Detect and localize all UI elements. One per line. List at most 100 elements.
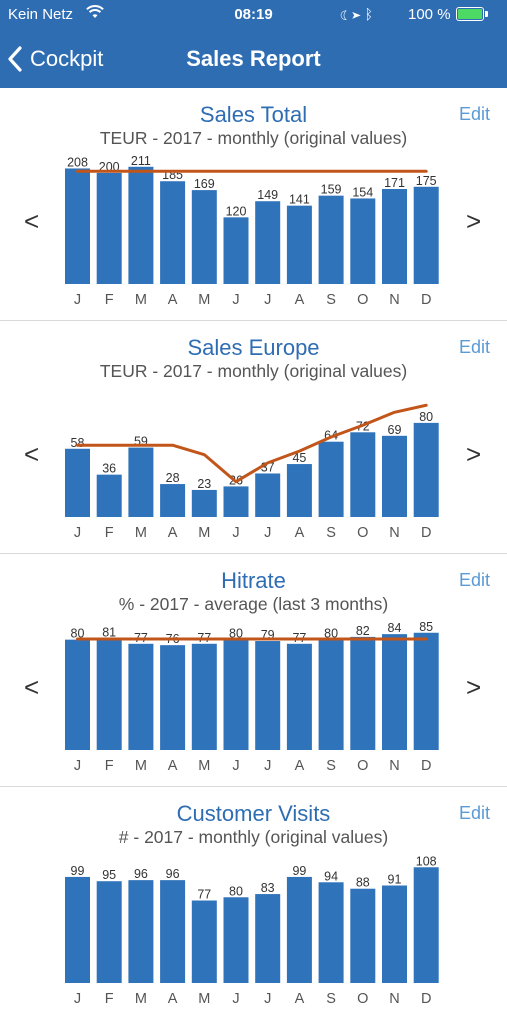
- category-label: S: [326, 525, 336, 541]
- bar-5: [223, 217, 249, 284]
- category-label: N: [389, 292, 399, 308]
- customer-visits-chart: 99 J 95 F 96 M 96 A 77 M 80 J 83 J 99 A 94 S 88 O 91 N 108 D: [65, 854, 439, 1007]
- data-label: 80: [229, 884, 243, 898]
- category-label: N: [389, 991, 399, 1007]
- category-label: S: [326, 991, 336, 1007]
- bar-8: [318, 882, 344, 983]
- bar-6: [255, 641, 281, 750]
- bar-0: [65, 876, 90, 983]
- category-label: M: [135, 758, 147, 774]
- category-label: A: [168, 758, 178, 774]
- category-label: J: [74, 991, 81, 1007]
- edit-button[interactable]: Edit: [458, 570, 490, 590]
- category-label: F: [105, 292, 114, 308]
- previous-arrow-icon[interactable]: <: [24, 439, 40, 469]
- next-arrow-icon[interactable]: >: [466, 206, 482, 236]
- category-label: M: [198, 525, 210, 541]
- data-label: 80: [324, 627, 338, 641]
- bar-3: [160, 181, 186, 284]
- category-label: S: [326, 292, 336, 308]
- bar-4: [191, 489, 217, 517]
- next-arrow-icon[interactable]: >: [466, 672, 482, 702]
- bar-0: [65, 168, 90, 284]
- section-subtitle: TEUR - 2017 - monthly (original values): [99, 128, 408, 148]
- category-label: J: [74, 758, 81, 774]
- bar-9: [350, 636, 376, 750]
- trend-line: [76, 403, 428, 484]
- bar-8: [318, 195, 344, 284]
- section-subtitle: # - 2017 - monthly (original values): [118, 827, 389, 847]
- category-label: J: [74, 525, 81, 541]
- data-label: 69: [388, 423, 402, 437]
- data-label: 58: [71, 436, 85, 450]
- back-button[interactable]: Cockpit: [8, 42, 103, 76]
- data-label: 80: [229, 627, 243, 641]
- bar-2: [128, 447, 154, 517]
- next-arrow-icon[interactable]: >: [466, 439, 482, 469]
- category-label: O: [357, 525, 368, 541]
- category-label: M: [198, 292, 210, 308]
- previous-arrow-icon[interactable]: <: [24, 206, 40, 236]
- category-label: A: [168, 525, 178, 541]
- bar-11: [413, 632, 439, 750]
- battery-percent: 100 %: [408, 6, 451, 23]
- category-label: J: [264, 525, 271, 541]
- bar-4: [191, 643, 217, 750]
- page-title: Sales Report: [186, 46, 321, 71]
- category-label: F: [105, 758, 114, 774]
- bar-7: [286, 464, 312, 517]
- category-label: A: [295, 758, 305, 774]
- section-title: Sales Europe: [187, 335, 320, 360]
- bar-9: [350, 198, 376, 284]
- data-label: 84: [388, 621, 402, 635]
- data-label: 108: [416, 854, 437, 868]
- bar-2: [128, 166, 154, 284]
- data-label: 28: [166, 471, 180, 485]
- category-label: A: [168, 991, 178, 1007]
- previous-arrow-icon[interactable]: <: [24, 672, 40, 702]
- bar-10: [382, 189, 407, 284]
- bar-9: [350, 432, 376, 517]
- bar-7: [286, 205, 312, 284]
- data-label: 175: [416, 174, 437, 188]
- data-label: 96: [134, 867, 148, 881]
- bar-6: [255, 894, 281, 983]
- category-label: D: [421, 525, 431, 541]
- category-label: J: [232, 758, 239, 774]
- status-time: 08:19: [234, 6, 273, 23]
- section-subtitle: % - 2017 - average (last 3 months): [118, 594, 389, 614]
- bar-10: [382, 885, 407, 983]
- data-label: 82: [356, 624, 370, 638]
- bar-4: [191, 900, 217, 983]
- sales-total-section: Sales Total TEUR - 2017 - monthly (origi…: [0, 88, 507, 321]
- status-icons: ☾ ➤ ᛒ: [340, 6, 373, 22]
- bar-1: [96, 881, 122, 983]
- bar-5: [223, 897, 249, 983]
- wifi-icon: [86, 4, 104, 24]
- category-label: D: [421, 292, 431, 308]
- edit-button[interactable]: Edit: [458, 803, 490, 823]
- edit-button[interactable]: Edit: [458, 337, 490, 357]
- data-label: 208: [67, 155, 88, 169]
- category-label: D: [421, 758, 431, 774]
- section-title: Sales Total: [199, 102, 308, 127]
- bar-2: [128, 880, 154, 983]
- bar-6: [255, 201, 281, 284]
- category-label: O: [357, 292, 368, 308]
- customer-visits-section: Customer Visits # - 2017 - monthly (orig…: [0, 787, 507, 1020]
- data-label: 81: [102, 625, 116, 639]
- data-label: 91: [388, 873, 402, 887]
- category-label: S: [326, 758, 336, 774]
- data-label: 80: [71, 627, 85, 641]
- section-title: Hitrate: [221, 568, 286, 593]
- bar-8: [318, 639, 344, 750]
- data-label: 99: [292, 864, 306, 878]
- category-label: M: [135, 525, 147, 541]
- data-label: 120: [226, 204, 247, 218]
- category-label: N: [389, 525, 399, 541]
- category-label: M: [135, 991, 147, 1007]
- moon-icon: ☾: [340, 6, 349, 22]
- data-label: 159: [321, 183, 342, 197]
- edit-button[interactable]: Edit: [458, 104, 490, 124]
